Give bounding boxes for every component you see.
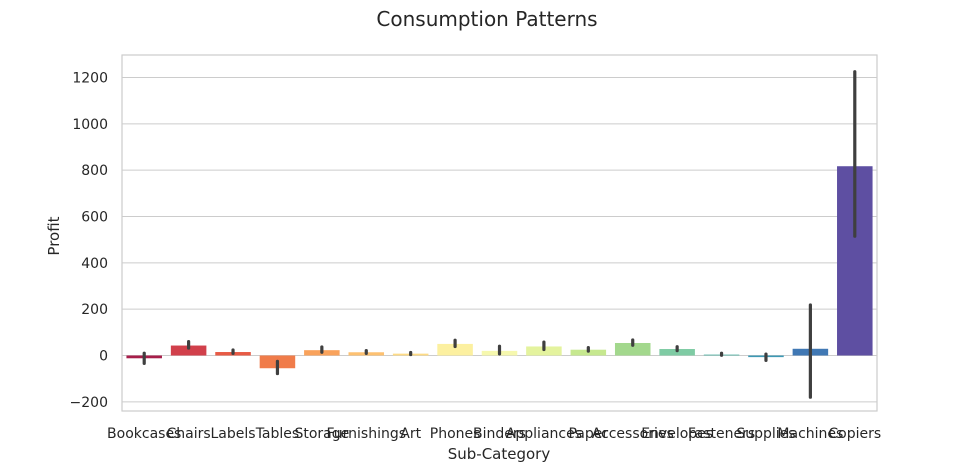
x-tick-label: Supplies — [736, 426, 795, 442]
y-tick-label: 0 — [99, 349, 108, 365]
x-tick-label: Tables — [255, 426, 300, 442]
x-tick-label: Storage — [294, 426, 349, 442]
chart-title: Consumption Patterns — [376, 7, 597, 31]
y-tick-label: 200 — [81, 302, 108, 318]
y-tick-label: −200 — [70, 395, 108, 411]
bar — [614, 342, 651, 356]
bar — [170, 345, 207, 356]
x-tick-label: Fasteners — [688, 426, 755, 442]
x-tick-label: Furnishings — [326, 426, 406, 442]
x-tick-label: Paper — [568, 426, 608, 442]
y-tick-label: 400 — [81, 256, 108, 272]
y-tick-labels: −200 0 200 400 600 800 1000 1200 — [70, 71, 108, 411]
bars — [126, 166, 873, 369]
x-tick-label: Accessories — [592, 426, 674, 442]
x-tick-label: Binders — [473, 426, 526, 442]
x-tick-label: Copiers — [828, 426, 881, 442]
x-tick-label: Chairs — [167, 426, 211, 442]
error-bars — [142, 70, 857, 399]
y-axis-label: Profit — [45, 216, 63, 255]
bar — [437, 343, 473, 356]
x-tick-label: Machines — [777, 426, 843, 442]
y-tick-label: 1000 — [72, 117, 108, 133]
y-tick-label: 600 — [81, 210, 108, 226]
plot-frame — [121, 54, 878, 412]
x-tick-label: Art — [400, 426, 421, 442]
x-tick-label: Labels — [210, 426, 255, 442]
y-tick-label: 800 — [81, 163, 108, 179]
x-axis-label: Sub-Category — [448, 445, 551, 463]
y-tick-label: 1200 — [72, 71, 108, 87]
x-tick-label: Phones — [430, 426, 481, 442]
bar — [659, 349, 695, 356]
x-tick-label: Envelopes — [641, 426, 713, 442]
x-tick-label: Appliances — [506, 426, 582, 442]
x-tick-label: Bookcases — [107, 426, 181, 442]
